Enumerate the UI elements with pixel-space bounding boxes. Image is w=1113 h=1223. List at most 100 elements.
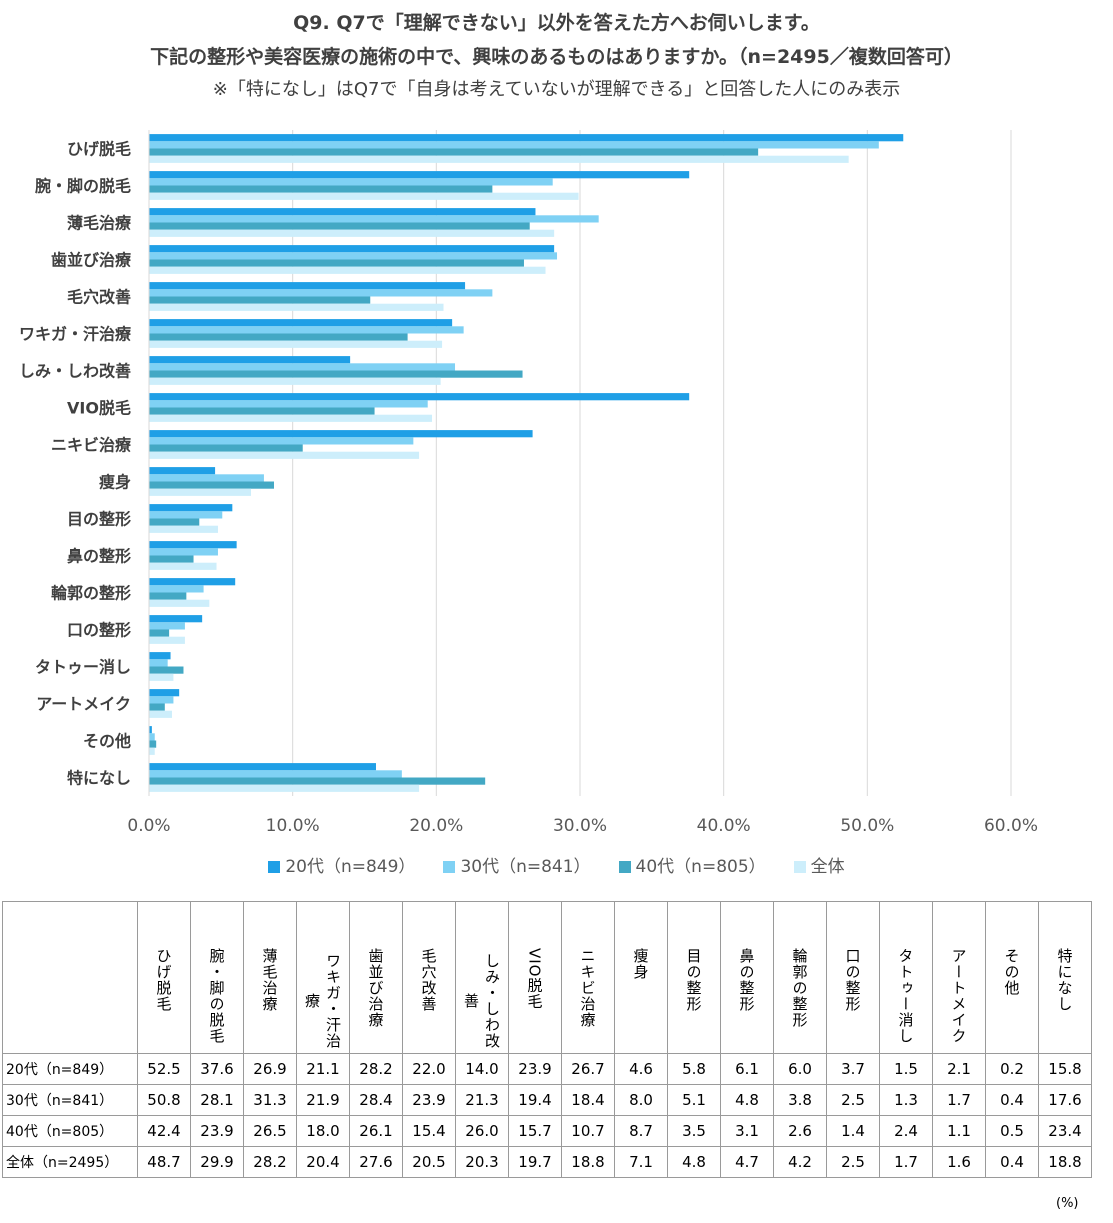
bar [149, 555, 194, 563]
table-column-header: 輪郭の整形 [773, 901, 827, 1054]
category-label: 痩身 [99, 473, 131, 492]
table-cell: 15.7 [508, 1115, 562, 1147]
table-cell: 1.7 [932, 1084, 986, 1116]
bar [149, 252, 558, 260]
bar [149, 726, 152, 734]
chart-note: ※「特になし」はQ7で「自身は考えていないが理解できる」と回答した人にのみ表示 [212, 79, 901, 100]
bar [149, 599, 210, 607]
table-column-header: 腕・脚の脱毛 [190, 901, 244, 1054]
category-label: ワキガ・汗治療 [19, 325, 132, 344]
table-cell: 6.0 [773, 1053, 827, 1085]
bar [149, 784, 420, 792]
table-cell: 17.6 [1038, 1084, 1092, 1116]
table-cell: 20.5 [402, 1146, 456, 1178]
legend-swatch [618, 861, 631, 873]
bar [149, 155, 849, 163]
table-column-header: 鼻の整形 [720, 901, 774, 1054]
column-header-label: ニキビ治療 [578, 948, 597, 1028]
row-label: 30代（n=841） [2, 1084, 138, 1116]
row-label: 全体（n=2495） [2, 1146, 138, 1178]
category-label: 歯並び治療 [51, 251, 132, 270]
bar [149, 171, 690, 179]
bar [149, 303, 444, 311]
bar [149, 562, 217, 570]
table-column-header: その他 [985, 901, 1039, 1054]
table-cell: 15.8 [1038, 1053, 1092, 1085]
bar [149, 777, 486, 785]
bar [149, 266, 546, 274]
category-label: 特になし [67, 769, 131, 788]
table-column-header: VIO脱毛 [508, 901, 562, 1054]
category-label: 輪郭の整形 [51, 584, 131, 603]
table-cell: 26.7 [561, 1053, 615, 1085]
table-cell: 3.1 [720, 1115, 774, 1147]
table-cell: 21.1 [296, 1053, 350, 1085]
bar [149, 296, 371, 304]
table-column-header: しみ・しわ改善 [455, 901, 509, 1054]
bar [149, 525, 218, 533]
table-cell: 23.9 [190, 1115, 244, 1147]
legend-swatch [793, 861, 806, 873]
bar [149, 370, 523, 378]
category-label: アートメイク [36, 695, 131, 714]
bar [149, 319, 453, 327]
table-column-header: 特になし [1038, 901, 1092, 1054]
table-cell: 0.2 [985, 1053, 1039, 1085]
table-cell: 1.1 [932, 1115, 986, 1147]
bar [149, 636, 185, 644]
column-header-label: 毛穴改善 [419, 948, 438, 1012]
category-label: 目の整形 [67, 510, 131, 529]
column-header-label: 歯並び治療 [366, 948, 385, 1028]
table-cell: 5.8 [667, 1053, 721, 1085]
table-cell: 0.5 [985, 1115, 1039, 1147]
category-label: ニキビ治療 [51, 436, 132, 455]
table-cell: 15.4 [402, 1115, 456, 1147]
table-cell: 2.6 [773, 1115, 827, 1147]
table-cell: 28.1 [190, 1084, 244, 1116]
bar-chart: 0.0% 10.0% 20.0% 30.0% 40.0% 50.0% 60.0% ひげ脱毛腕・… [19, 130, 1038, 836]
category-label: 口の整形 [67, 621, 131, 640]
bar [149, 770, 402, 778]
column-header-label: その他 [1002, 948, 1021, 996]
table-column-header: タトゥー消し [879, 901, 933, 1054]
table-cell: 2.4 [879, 1115, 933, 1147]
table-cell: 4.6 [614, 1053, 668, 1085]
category-label: その他 [83, 732, 131, 751]
bar [149, 148, 759, 156]
table-column-header: アートメイク [932, 901, 986, 1054]
bar [149, 407, 375, 415]
table-cell: 6.1 [720, 1053, 774, 1085]
table-cell: 3.5 [667, 1115, 721, 1147]
table-cell: 7.1 [614, 1146, 668, 1178]
column-header-label: しみ・しわ改善 [462, 952, 501, 1049]
x-tick-label: 10.0% [266, 816, 320, 836]
bar [149, 185, 493, 193]
bar [149, 245, 555, 253]
column-header-label: 鼻の整形 [737, 948, 756, 1012]
bar [149, 430, 533, 438]
category-label: 鼻の整形 [67, 547, 131, 566]
table-cell: 1.5 [879, 1053, 933, 1085]
table-column-header: 目の整形 [667, 901, 721, 1054]
category-label: 薄毛治療 [67, 214, 132, 233]
legend-item: 40代（n=805） [618, 852, 766, 877]
table-cell: 28.2 [243, 1146, 297, 1178]
table-column-header: 毛穴改善 [402, 901, 456, 1054]
table-column-header: 薄毛治療 [243, 901, 297, 1054]
row-label: 40代（n=805） [2, 1115, 138, 1147]
table-cell: 31.3 [243, 1084, 297, 1116]
bar [149, 259, 524, 267]
table-cell: 0.4 [985, 1084, 1039, 1116]
bar [149, 652, 171, 660]
table-column-header: 歯並び治療 [349, 901, 403, 1054]
bar [149, 518, 200, 526]
column-header-label: 特になし [1055, 948, 1074, 1012]
bar [149, 733, 155, 741]
x-tick-label: 30.0% [553, 816, 607, 836]
bar [149, 444, 303, 452]
column-header-label: VIO脱毛 [525, 948, 544, 1010]
table-cell: 52.5 [137, 1053, 191, 1085]
table-column-header: ひげ脱毛 [137, 901, 191, 1054]
bar [149, 747, 155, 755]
bar [149, 229, 555, 237]
